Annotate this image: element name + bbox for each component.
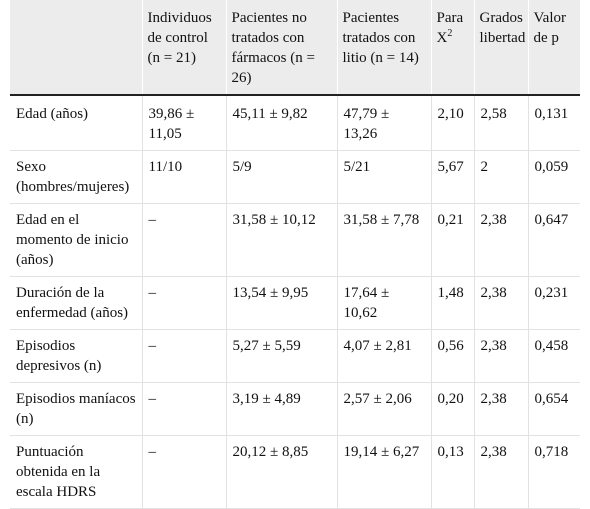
table-row: Duración de la enfermedad (años) – 13,54… — [10, 276, 580, 330]
table-cell: 4,07 ± 2,81 — [336, 329, 431, 383]
table-cell: 1,48 — [430, 276, 474, 330]
table-cell: – — [141, 435, 226, 509]
table-row: Episodios depresivos (n) – 5,27 ± 5,59 4… — [10, 329, 580, 383]
table-cell: 2,57 ± 2,06 — [336, 382, 431, 436]
table-cell: 2,38 — [473, 276, 528, 330]
table-cell: 0,56 — [430, 329, 474, 383]
row-label: Episodios maníacos (n) — [10, 382, 142, 436]
table-cell: 45,11 ± 9,82 — [225, 95, 337, 151]
table-cell: 31,58 ± 7,78 — [336, 203, 431, 277]
table-cell: 39,86 ± 11,05 — [141, 95, 226, 151]
table-cell: – — [141, 276, 226, 330]
table-cell: 0,21 — [430, 203, 474, 277]
row-label: Puntuación obtenida en la escala HDRS — [10, 435, 142, 509]
table-row: Puntuación obtenida en la escala HDRS – … — [10, 435, 580, 509]
table-cell: 0,654 — [527, 382, 580, 436]
header-cell-control: Individuos de control (n = 21) — [141, 0, 226, 95]
header-row: Individuos de control (n = 21) Pacientes… — [10, 0, 580, 95]
table-cell: 0,131 — [527, 95, 580, 151]
table-cell: 2,38 — [473, 203, 528, 277]
header-cell-untreated: Pacientes no tratados con fármacos (n = … — [225, 0, 337, 95]
header-cell-chi-square: Para X2 — [430, 0, 474, 95]
table-row: Sexo (hombres/mujeres) 11/10 5/9 5/21 5,… — [10, 150, 580, 204]
table-row: Episodios maníacos (n) – 3,19 ± 4,89 2,5… — [10, 382, 580, 436]
table-cell: 5,27 ± 5,59 — [225, 329, 337, 383]
header-cell-lithium: Pacientes tratados con litio (n = 14) — [336, 0, 431, 95]
row-label: Sexo (hombres/mujeres) — [10, 150, 142, 204]
table-cell: 2,58 — [473, 95, 528, 151]
table-cell: – — [141, 382, 226, 436]
data-table: Individuos de control (n = 21) Pacientes… — [10, 0, 580, 509]
table-cell: 47,79 ± 13,26 — [336, 95, 431, 151]
table-cell: 3,19 ± 4,89 — [225, 382, 337, 436]
table-cell: 0,647 — [527, 203, 580, 277]
table-row: Edad en el momento de inicio (años) – 31… — [10, 203, 580, 277]
row-label: Episodios depresivos (n) — [10, 329, 142, 383]
table-cell: 0,13 — [430, 435, 474, 509]
header-cell-p-value: Valor de p — [527, 0, 580, 95]
table-cell: 0,231 — [527, 276, 580, 330]
header-chi-label: Para X — [436, 10, 464, 46]
table-cell: 2 — [473, 150, 528, 204]
table-cell: 2,10 — [430, 95, 474, 151]
table-cell: 5/21 — [336, 150, 431, 204]
table-cell: 20,12 ± 8,85 — [225, 435, 337, 509]
table-cell: 0,718 — [527, 435, 580, 509]
table-cell: – — [141, 203, 226, 277]
table-cell: 0,20 — [430, 382, 474, 436]
table-cell: 19,14 ± 6,27 — [336, 435, 431, 509]
table-cell: 0,059 — [527, 150, 580, 204]
table-cell: 2,38 — [473, 435, 528, 509]
table-cell: 5/9 — [225, 150, 337, 204]
row-label: Duración de la enfermedad (años) — [10, 276, 142, 330]
table-cell: 0,458 — [527, 329, 580, 383]
header-cell-degrees-freedom: Grados libertad — [473, 0, 528, 95]
table-cell: 13,54 ± 9,95 — [225, 276, 337, 330]
table-cell: 17,64 ± 10,62 — [336, 276, 431, 330]
table-cell: 5,67 — [430, 150, 474, 204]
table-cell: – — [141, 329, 226, 383]
row-label: Edad (años) — [10, 95, 142, 151]
table-cell: 31,58 ± 10,12 — [225, 203, 337, 277]
row-label: Edad en el momento de inicio (años) — [10, 203, 142, 277]
header-cell-empty — [10, 0, 142, 95]
table-cell: 2,38 — [473, 382, 528, 436]
table-cell: 2,38 — [473, 329, 528, 383]
header-chi-superscript: 2 — [447, 28, 453, 39]
table-row: Edad (años) 39,86 ± 11,05 45,11 ± 9,82 4… — [10, 95, 580, 151]
table-cell: 11/10 — [141, 150, 226, 204]
